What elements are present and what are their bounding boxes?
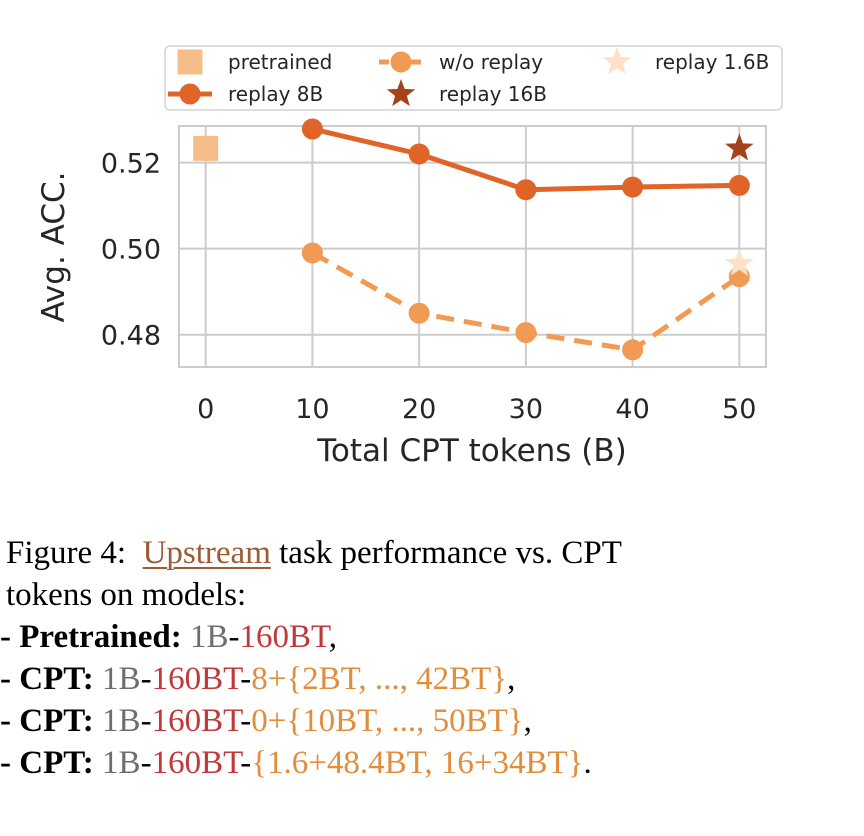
caption-link-upstream[interactable]: Upstream xyxy=(142,535,271,571)
punctuation: . xyxy=(583,745,592,781)
separator: - xyxy=(240,661,252,697)
separator: - xyxy=(140,703,152,739)
data-point-replay-1-6b xyxy=(725,248,754,276)
caption-item-cpt-replay: - CPT: 1B-160BT-8+{2BT, ..., 42BT}, xyxy=(0,658,864,700)
figure-caption: Figure 4: Upstream task performance vs. … xyxy=(0,532,864,784)
caption-text-2: tokens on models: xyxy=(6,577,247,613)
separator: - xyxy=(140,661,152,697)
series-replay-16b xyxy=(725,133,754,161)
caption-bullet: - xyxy=(0,661,11,697)
legend-item-replay-8b: replay 8B xyxy=(168,82,323,106)
series-replay-8b xyxy=(301,118,750,201)
caption-item-head: Pretrained: xyxy=(19,619,182,655)
x-axis-label: Total CPT tokens (B) xyxy=(316,433,627,469)
caption-item-cpt-no-replay: - CPT: 1B-160BT-0+{10BT, ..., 50BT}, xyxy=(0,700,864,742)
series-replay-1-6b xyxy=(725,248,754,276)
separator: - xyxy=(140,745,152,781)
punctuation: , xyxy=(523,703,532,739)
y-tick-label: 0.48 xyxy=(101,321,161,352)
separator: - xyxy=(240,745,252,781)
legend-marker-replay-16b xyxy=(386,79,416,107)
legend-label-pretrained: pretrained xyxy=(228,50,332,74)
cpt-tokens: 8+{2BT, ..., 42BT} xyxy=(251,661,508,697)
data-point-replay-8b xyxy=(301,118,323,140)
x-tick-label: 50 xyxy=(722,394,756,425)
pretrain-tokens: 160BT xyxy=(151,745,241,781)
data-point-w-o-replay xyxy=(408,302,430,324)
caption-item-head: CPT: xyxy=(19,745,94,781)
caption-bullet: - xyxy=(0,745,11,781)
legend-label-replay-1-6b: replay 1.6B xyxy=(655,50,769,74)
legend-item-replay-16b: replay 16B xyxy=(386,79,547,107)
caption-item-pretrained: - Pretrained: 1B-160BT, xyxy=(0,616,864,658)
data-point-w-o-replay xyxy=(622,339,644,361)
caption-label: Figure 4: xyxy=(6,535,127,571)
separator: - xyxy=(240,703,252,739)
punctuation: , xyxy=(507,661,516,697)
caption-item-head: CPT: xyxy=(19,703,94,739)
y-axis-label: Avg. ACC. xyxy=(36,172,72,323)
caption-item-cpt-replay-variants: - CPT: 1B-160BT-{1.6+48.4BT, 16+34BT}. xyxy=(0,742,864,784)
model-size: 1B xyxy=(102,703,141,739)
y-tick-label: 0.50 xyxy=(101,235,161,266)
x-tick-label: 20 xyxy=(402,394,436,425)
punctuation: , xyxy=(328,619,338,655)
pretrain-tokens: 160BT xyxy=(239,619,329,655)
data-point-replay-8b xyxy=(622,176,644,198)
x-tick-label: 10 xyxy=(295,394,329,425)
model-size: 1B xyxy=(190,619,229,655)
legend-marker-replay-1-6b xyxy=(602,47,632,75)
legend-frame xyxy=(164,45,783,111)
data-point-pretrained xyxy=(193,135,219,161)
x-tick-label: 40 xyxy=(615,394,649,425)
cpt-tokens: 0+{10BT, ..., 50BT} xyxy=(251,703,524,739)
pretrain-tokens: 160BT xyxy=(151,703,241,739)
legend-item-w-o-replay: w/o replay xyxy=(379,50,543,74)
legend-marker-pretrained xyxy=(177,49,203,75)
separator: - xyxy=(228,619,240,655)
caption-item-head: CPT: xyxy=(19,661,94,697)
x-tick-label: 0 xyxy=(197,394,214,425)
y-tick-label: 0.52 xyxy=(101,149,161,180)
data-point-replay-8b xyxy=(515,179,537,201)
pretrain-tokens: 160BT xyxy=(151,661,241,697)
caption-line-1: Figure 4: Upstream task performance vs. … xyxy=(0,532,864,574)
plot-frame xyxy=(178,125,767,368)
chart: pretrained w/o replay replay 1.6B replay 8B… xyxy=(36,45,783,469)
data-point-replay-16b xyxy=(725,133,754,161)
legend: pretrained w/o replay replay 1.6B replay 8B… xyxy=(164,45,783,111)
legend-marker-replay-8b xyxy=(179,83,201,105)
legend-label-replay-8b: replay 8B xyxy=(228,82,323,106)
data-point-replay-8b xyxy=(728,174,750,196)
data-point-w-o-replay xyxy=(301,242,323,264)
caption-bullet: - xyxy=(0,619,11,655)
model-size: 1B xyxy=(102,745,141,781)
caption-text-1: task performance vs. CPT xyxy=(279,535,622,571)
legend-label-w-o-replay: w/o replay xyxy=(439,50,543,74)
series-pretrained xyxy=(193,135,219,161)
legend-item-replay-1-6b: replay 1.6B xyxy=(602,47,769,75)
data-point-w-o-replay xyxy=(515,322,537,344)
legend-marker-w-o-replay xyxy=(390,51,412,73)
caption-line-2: tokens on models: xyxy=(0,574,864,616)
legend-label-replay-16b: replay 16B xyxy=(439,82,547,106)
caption-bullet: - xyxy=(0,703,11,739)
legend-item-pretrained: pretrained xyxy=(177,49,332,75)
model-size: 1B xyxy=(102,661,141,697)
cpt-tokens: {1.6+48.4BT, 16+34BT} xyxy=(251,745,584,781)
x-tick-label: 30 xyxy=(509,394,543,425)
data-point-replay-8b xyxy=(408,143,430,165)
